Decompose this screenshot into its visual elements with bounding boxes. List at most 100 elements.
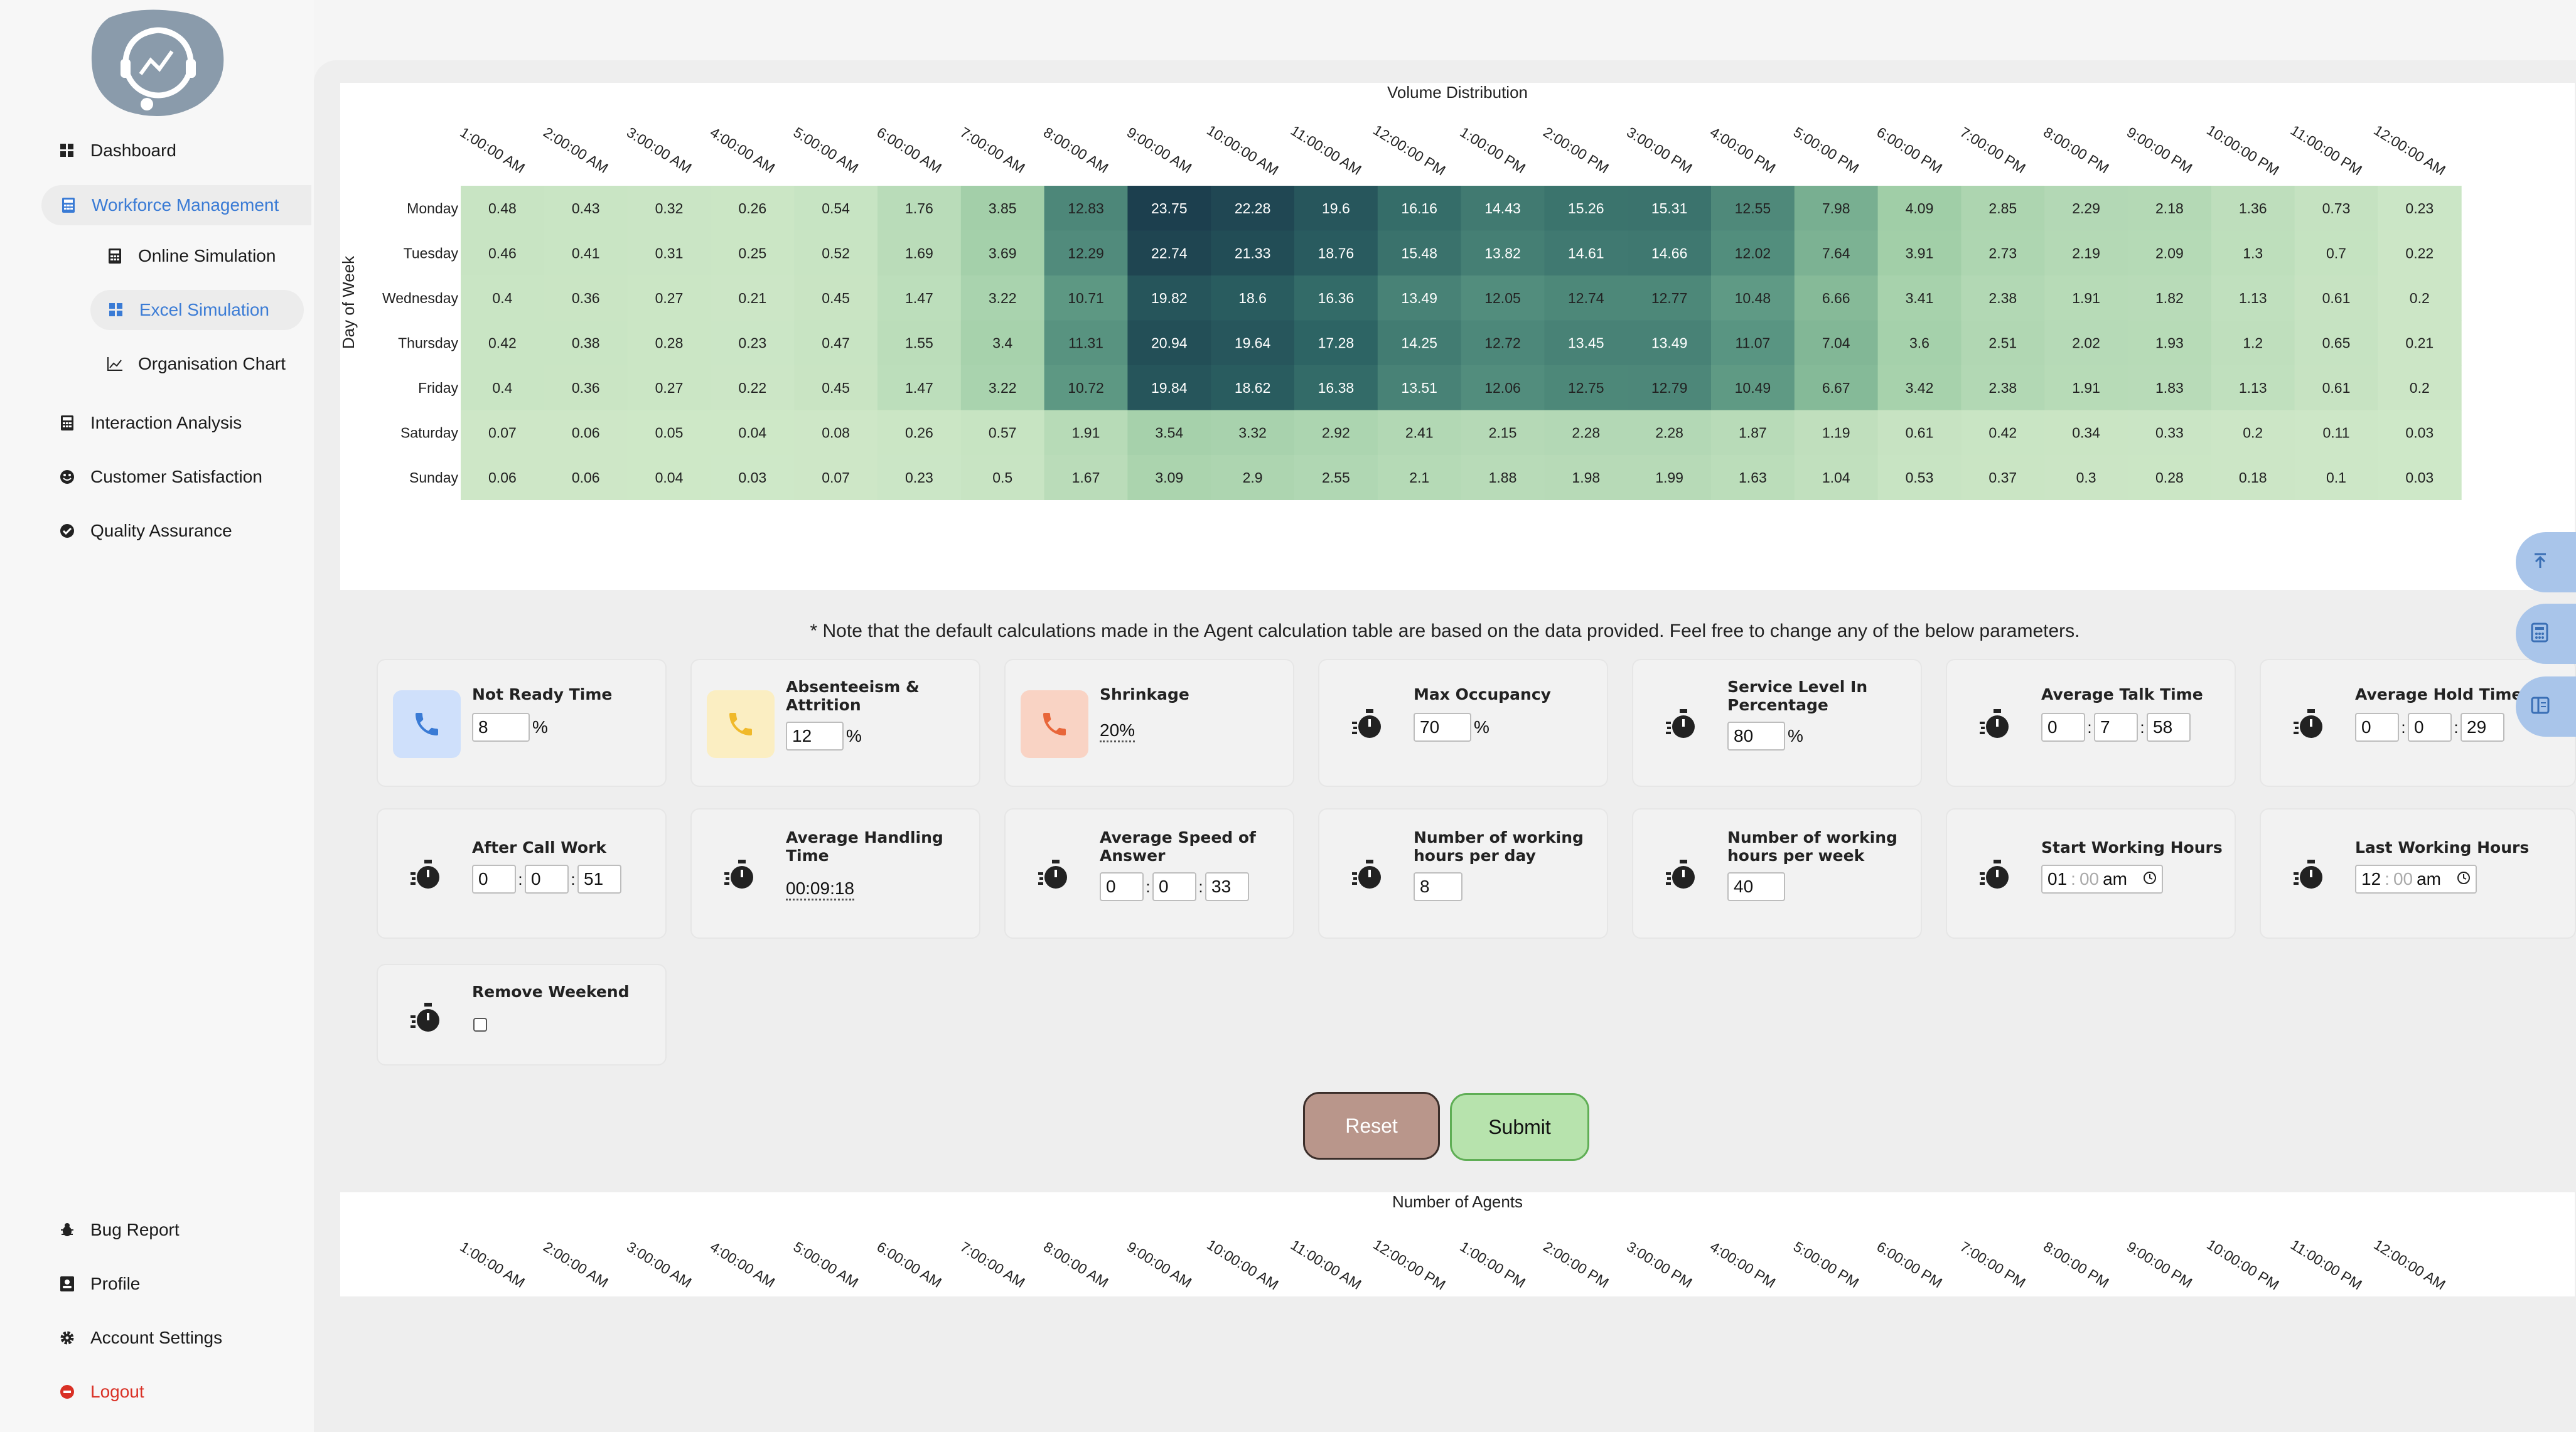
heatmap-cell [1544, 320, 1628, 366]
heatmap-cell [461, 320, 545, 366]
x-tick-label: 5:00:00 PM [1791, 124, 1862, 176]
asa-hours-input[interactable]: 0 [1100, 872, 1144, 901]
calculator-button[interactable] [2516, 604, 2576, 664]
sidebar-item-label: Customer Satisfaction [90, 467, 262, 486]
heatmap-cell-label: 1.47 [905, 290, 933, 306]
heatmap-cell-label: 0.36 [572, 380, 600, 396]
heatmap-cell-label: 0.23 [2405, 200, 2434, 216]
heatmap-y-tick: Saturday [400, 424, 459, 441]
sidebar-item-quality-assurance[interactable]: Quality Assurance [59, 511, 232, 551]
sidebar-item-customer-satisfaction[interactable]: Customer Satisfaction [59, 457, 262, 497]
heatmap-cell [1127, 455, 1211, 500]
aht-value: 00:09:18 [786, 879, 854, 900]
heatmap-cell-label: 0.1 [2326, 469, 2346, 486]
heatmap-cell-label: 2.28 [1572, 424, 1600, 441]
acw-minutes-input[interactable]: 0 [525, 865, 569, 894]
acw-hours-input[interactable]: 0 [472, 865, 516, 894]
heatmap-cell [627, 230, 711, 276]
heatmap-cell-label: 2.55 [1322, 469, 1350, 486]
last-time-input[interactable]: 12:00 am [2355, 865, 2477, 894]
sidebar-item-dashboard[interactable]: Dashboard [59, 131, 176, 171]
reset-button[interactable]: Reset [1303, 1092, 1440, 1160]
remove-weekend-checkbox[interactable] [473, 1018, 487, 1032]
service-level-label: Service Level In Percentage [1727, 678, 1868, 714]
heatmap-cell-label: 3.6 [1909, 334, 1929, 351]
sidebar-item-workforce-management[interactable]: Workforce Management [41, 185, 311, 225]
asa-minutes-input[interactable]: 0 [1152, 872, 1196, 901]
heatmap-cell-label: 7.98 [1822, 200, 1850, 216]
heatmap-cell [1294, 320, 1378, 366]
hold-minutes-input[interactable]: 0 [2408, 713, 2452, 742]
heatmap-cell-label: 0.27 [655, 290, 684, 306]
hours-per-week-label: Number of working hours per week [1727, 828, 1897, 865]
hours-per-week-input[interactable]: 40 [1727, 872, 1785, 901]
sidebar-item-organisation-chart[interactable]: Organisation Chart [107, 344, 286, 384]
heatmap-cell-label: 0.22 [738, 380, 766, 396]
heatmap-y-tick: Tuesday [404, 245, 459, 261]
app-logo[interactable] [84, 5, 227, 123]
clock-icon[interactable] [2457, 869, 2471, 889]
x-tick-label: 6:00:00 PM [1874, 1238, 1945, 1291]
clock-icon[interactable] [2143, 869, 2157, 889]
absenteeism-input[interactable]: 12 [786, 722, 844, 751]
hours-per-day-input[interactable]: 8 [1414, 872, 1462, 901]
average-hold-time-label: Average Hold Time [2355, 685, 2523, 703]
card-not-ready-time: Not Ready Time 8 % [377, 659, 667, 787]
talk-seconds-input[interactable]: 58 [2147, 713, 2191, 742]
sidebar-item-profile[interactable]: Profile [59, 1264, 140, 1304]
talk-minutes-input[interactable]: 7 [2094, 713, 2138, 742]
x-tick-label: 12:00:00 AM [2371, 122, 2448, 178]
heatmap-cell-label: 0.32 [655, 200, 684, 216]
asa-seconds-input[interactable]: 33 [1205, 872, 1249, 901]
sidebar-item-excel-simulation[interactable]: Excel Simulation [90, 290, 304, 330]
talk-hours-input[interactable]: 0 [2041, 713, 2085, 742]
x-tick-label: 1:00:00 AM [457, 124, 527, 176]
acw-seconds-input[interactable]: 51 [577, 865, 621, 894]
heatmap-cell-label: 2.41 [1405, 424, 1434, 441]
calculator-icon [60, 197, 77, 213]
heatmap-cell [1211, 455, 1295, 500]
heatmap-cell-label: 0.23 [905, 469, 933, 486]
sidebar-item-logout[interactable]: Logout [59, 1372, 144, 1412]
stopwatch-icon [1334, 841, 1402, 909]
service-level-input[interactable]: 80 [1727, 722, 1785, 751]
card-hours-per-day: Number of working hours per day 8 [1318, 808, 1608, 939]
heatmap-cell-label: 0.65 [2322, 334, 2351, 351]
heatmap-cell-label: 12.05 [1484, 290, 1521, 306]
sidebar-item-online-simulation[interactable]: Online Simulation [107, 236, 276, 276]
heatmap-cell [1794, 365, 1879, 410]
submit-button[interactable]: Submit [1450, 1093, 1589, 1161]
hold-seconds-input[interactable]: 29 [2461, 713, 2504, 742]
hold-hours-input[interactable]: 0 [2355, 713, 2399, 742]
split-view-button[interactable] [2516, 676, 2576, 737]
heatmap-cell [794, 275, 878, 321]
heatmap-cell [2294, 365, 2378, 410]
heatmap-cell [1628, 186, 1712, 231]
heatmap-cell [1794, 320, 1879, 366]
start-time-input[interactable]: 01:00 am [2041, 865, 2163, 894]
heatmap-cell-label: 19.82 [1151, 290, 1188, 306]
x-tick-label: 11:00:00 AM [1288, 122, 1365, 178]
heatmap-cell-label: 16.16 [1401, 200, 1437, 216]
heatmap-cell-label: 1.3 [2243, 245, 2263, 261]
x-tick-label: 12:00:00 PM [1370, 122, 1448, 179]
heatmap-cell [1127, 275, 1211, 321]
max-occupancy-input[interactable]: 70 [1414, 713, 1471, 742]
card-absenteeism-attrition: Absenteeism & Attrition 12 % [690, 659, 980, 787]
heatmap-cell-label: 1.47 [905, 380, 933, 396]
heatmap-cell-label: 12.55 [1735, 200, 1771, 216]
heatmap-cell-label: 2.1 [1409, 469, 1429, 486]
scroll-top-button[interactable] [2516, 532, 2576, 592]
heatmap-cell-label: 0.47 [822, 334, 850, 351]
sidebar-item-interaction-analysis[interactable]: Interaction Analysis [59, 403, 242, 443]
sidebar-item-label: Interaction Analysis [90, 413, 242, 432]
sidebar-item-bug-report[interactable]: Bug Report [59, 1210, 180, 1250]
stopwatch-icon [393, 841, 461, 909]
heatmap-cell [2294, 320, 2378, 366]
heatmap-cell [461, 365, 545, 410]
heatmap-cell-label: 12.72 [1484, 334, 1521, 351]
sidebar-item-account-settings[interactable]: Account Settings [59, 1318, 222, 1358]
not-ready-time-input[interactable]: 8 [472, 713, 530, 742]
heatmap-cell [711, 186, 795, 231]
heatmap-cell [960, 365, 1045, 410]
